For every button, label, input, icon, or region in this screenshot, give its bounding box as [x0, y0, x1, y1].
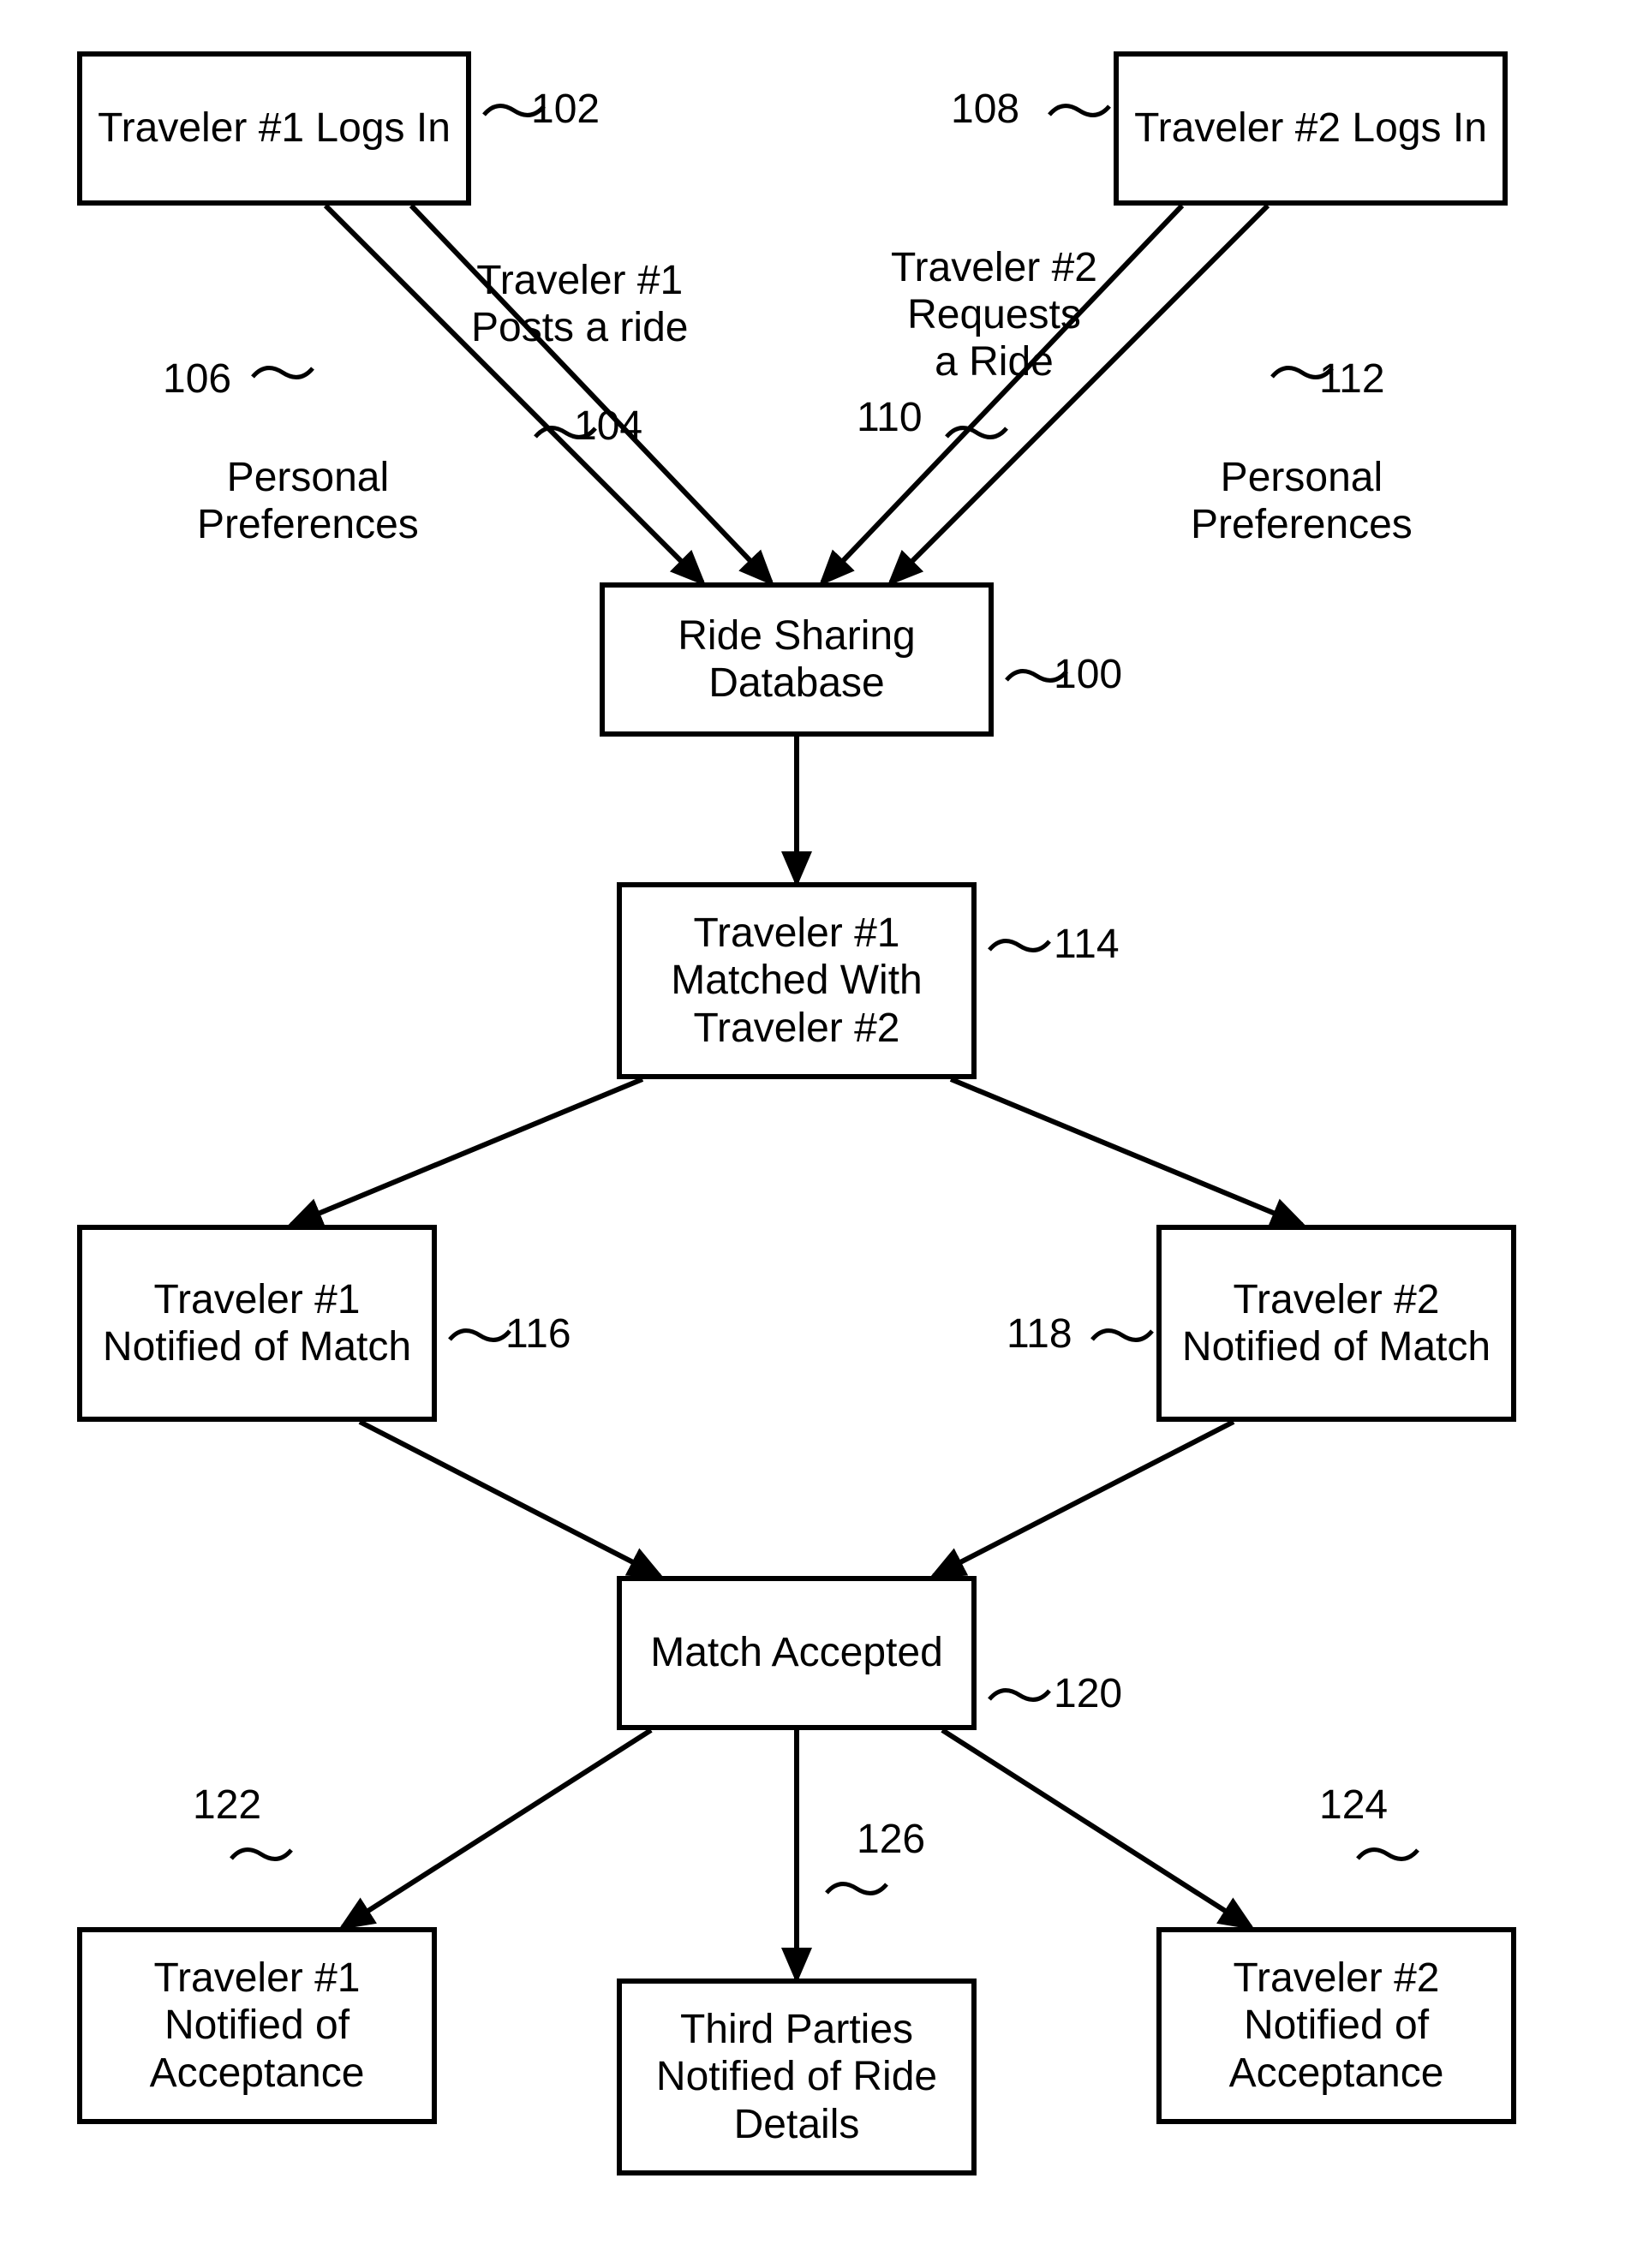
reference-number: 122: [193, 1782, 261, 1829]
reference-number: 118: [1007, 1310, 1072, 1358]
node-label: Traveler #1 Logs In: [98, 104, 451, 152]
node-accepted: Match Accepted: [617, 1576, 977, 1730]
node-label: Traveler #1 Matched With Traveler #2: [630, 910, 963, 1052]
reference-squiggle: [248, 360, 317, 385]
node-label: Third Parties Notified of Ride Details: [630, 2006, 963, 2148]
node-database: Ride Sharing Database: [600, 582, 994, 737]
node-label: Traveler #2 Notified of Acceptance: [1170, 1955, 1503, 2097]
reference-number: 116: [505, 1310, 571, 1358]
node-label: Ride Sharing Database: [613, 612, 980, 707]
flow-arrow: [360, 1422, 660, 1576]
reference-squiggle: [1045, 98, 1114, 123]
reference-squiggle: [942, 420, 1011, 445]
edge-label-posts: Traveler #1 Posts a ride: [471, 257, 688, 351]
node-accepted1: Traveler #1 Notified of Acceptance: [77, 1927, 437, 2124]
node-label: Match Accepted: [650, 1629, 943, 1676]
reference-number: 106: [163, 355, 231, 403]
node-label: Traveler #2 Logs In: [1134, 104, 1487, 152]
node-label: Traveler #2 Notified of Match: [1170, 1276, 1503, 1370]
reference-number: 108: [951, 86, 1019, 133]
reference-squiggle: [1088, 1322, 1156, 1348]
flow-arrow: [934, 1422, 1234, 1576]
reference-squiggle: [445, 1322, 514, 1348]
flow-arrow: [942, 1730, 1251, 1927]
flow-arrow: [343, 1730, 651, 1927]
reference-squiggle: [1353, 1841, 1422, 1867]
node-label: Traveler #1 Notified of Match: [91, 1276, 423, 1370]
node-traveler2-login: Traveler #2 Logs In: [1114, 51, 1508, 206]
flowchart-canvas: Traveler #1 Logs In Traveler #2 Logs In …: [0, 0, 1637, 2268]
node-notified1: Traveler #1 Notified of Match: [77, 1225, 437, 1422]
edge-label-pref2: Personal Preferences: [1191, 454, 1413, 548]
reference-squiggle: [985, 1682, 1054, 1708]
edge-label-pref1: Personal Preferences: [197, 454, 419, 548]
reference-squiggle: [227, 1841, 296, 1867]
reference-number: 114: [1054, 921, 1120, 968]
node-accepted2: Traveler #2 Notified of Acceptance: [1156, 1927, 1516, 2124]
reference-squiggle: [1268, 360, 1336, 385]
node-matched: Traveler #1 Matched With Traveler #2: [617, 882, 977, 1079]
reference-squiggle: [480, 98, 548, 123]
flow-arrow: [951, 1079, 1302, 1225]
node-traveler1-login: Traveler #1 Logs In: [77, 51, 471, 206]
edge-label-requests: Traveler #2 Requests a Ride: [891, 244, 1097, 386]
node-notified2: Traveler #2 Notified of Match: [1156, 1225, 1516, 1422]
reference-squiggle: [822, 1876, 891, 1901]
reference-number: 126: [857, 1816, 925, 1863]
flow-arrow: [291, 1079, 642, 1225]
reference-squiggle: [985, 933, 1054, 958]
reference-squiggle: [1002, 663, 1071, 689]
node-label: Traveler #1 Notified of Acceptance: [91, 1955, 423, 2097]
reference-number: 124: [1319, 1782, 1388, 1829]
reference-number: 120: [1054, 1670, 1122, 1717]
reference-squiggle: [531, 420, 600, 445]
node-thirdparties: Third Parties Notified of Ride Details: [617, 1979, 977, 2175]
reference-number: 110: [857, 394, 923, 441]
